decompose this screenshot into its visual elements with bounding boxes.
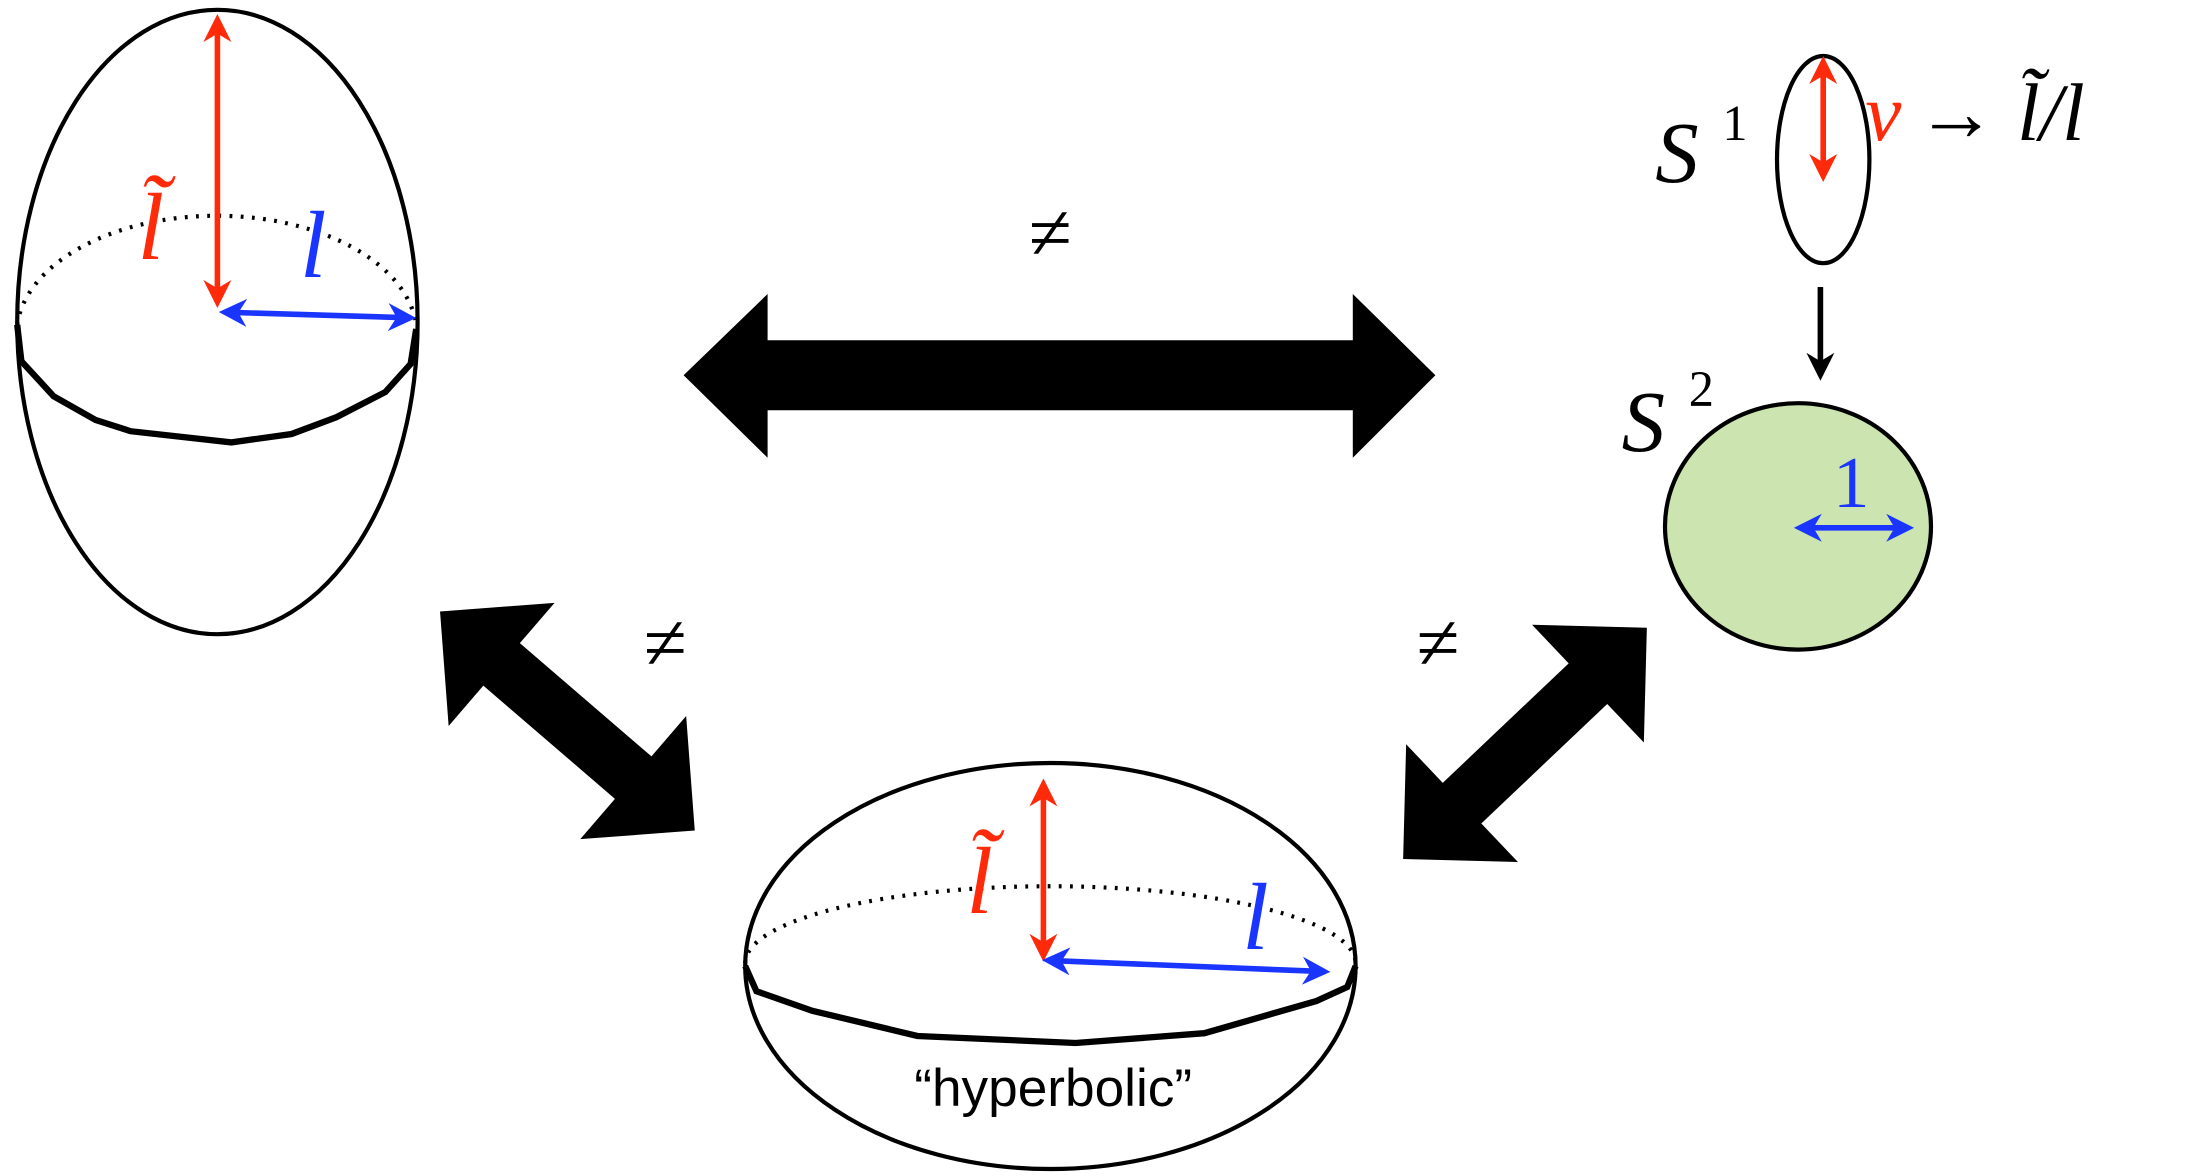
diagram: l̃ l ≠ ≠ ≠ l̃ l “hyperbolic” S 1 v → l̃/…	[0, 0, 2196, 1176]
base-exponent: 2	[1689, 361, 1714, 417]
fiber-map: → l̃/l	[1916, 68, 2085, 158]
not-equal: ≠	[1029, 189, 1072, 276]
caption: “hyperbolic”	[914, 1059, 1192, 1118]
long-label: l	[1242, 864, 1268, 970]
double-arrow	[1347, 569, 1703, 918]
long-label: l̃	[138, 174, 176, 280]
equator-front	[745, 966, 1355, 1043]
fiber-label: v	[1865, 68, 1902, 158]
not-equal: ≠	[644, 599, 687, 686]
double-arrow	[387, 550, 748, 892]
fiber-space: S	[1655, 105, 1698, 201]
prolate-ellipsoid: l̃ l	[17, 10, 417, 634]
fibration: S 1 v → l̃/l S 2 1	[1622, 56, 2085, 650]
oblate-ellipsoid: l̃ l “hyperbolic”	[745, 763, 1355, 1169]
double-arrow	[684, 294, 1436, 458]
page: l̃ l ≠ ≠ ≠ l̃ l “hyperbolic” S 1 v → l̃/…	[0, 0, 2196, 1176]
short-label: l	[300, 192, 326, 298]
radius-label: 1	[1833, 442, 1869, 523]
equator-front	[17, 325, 416, 443]
fiber-exponent: 1	[1722, 95, 1747, 151]
short-label: l̃	[966, 828, 1004, 934]
base-space: S	[1622, 374, 1665, 470]
short-axis-arrow	[224, 312, 410, 318]
not-equal: ≠	[1417, 599, 1460, 686]
long-axis-arrow	[1048, 960, 1325, 971]
